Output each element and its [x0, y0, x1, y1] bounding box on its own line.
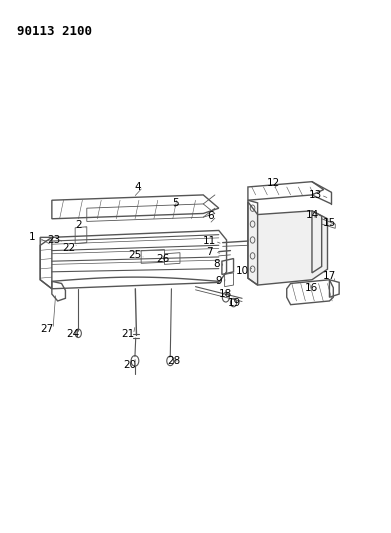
Text: 6: 6 — [208, 211, 214, 221]
Text: 22: 22 — [63, 243, 76, 253]
Text: 13: 13 — [308, 190, 322, 200]
Text: 2: 2 — [76, 220, 83, 230]
Text: 16: 16 — [305, 282, 318, 293]
Text: 1: 1 — [29, 232, 36, 243]
Text: 90113 2100: 90113 2100 — [17, 25, 92, 38]
Text: 7: 7 — [206, 247, 212, 257]
Text: 18: 18 — [219, 289, 231, 299]
Text: 20: 20 — [123, 360, 136, 369]
Text: 26: 26 — [156, 254, 169, 263]
Text: 14: 14 — [305, 209, 319, 220]
Text: 23: 23 — [47, 235, 61, 245]
Text: 15: 15 — [323, 218, 336, 228]
Text: 27: 27 — [41, 324, 54, 334]
Text: 9: 9 — [215, 276, 222, 286]
Text: 4: 4 — [134, 182, 141, 192]
Text: 5: 5 — [172, 198, 179, 208]
Text: 19: 19 — [228, 297, 241, 308]
Text: 25: 25 — [129, 250, 142, 260]
Text: 12: 12 — [267, 177, 280, 188]
Text: 8: 8 — [213, 259, 220, 269]
Text: 21: 21 — [121, 329, 134, 340]
Text: 28: 28 — [167, 356, 181, 366]
Text: 10: 10 — [236, 266, 249, 276]
Text: 11: 11 — [203, 236, 216, 246]
Polygon shape — [248, 202, 328, 285]
Text: 17: 17 — [323, 271, 336, 281]
Text: 24: 24 — [66, 329, 80, 340]
